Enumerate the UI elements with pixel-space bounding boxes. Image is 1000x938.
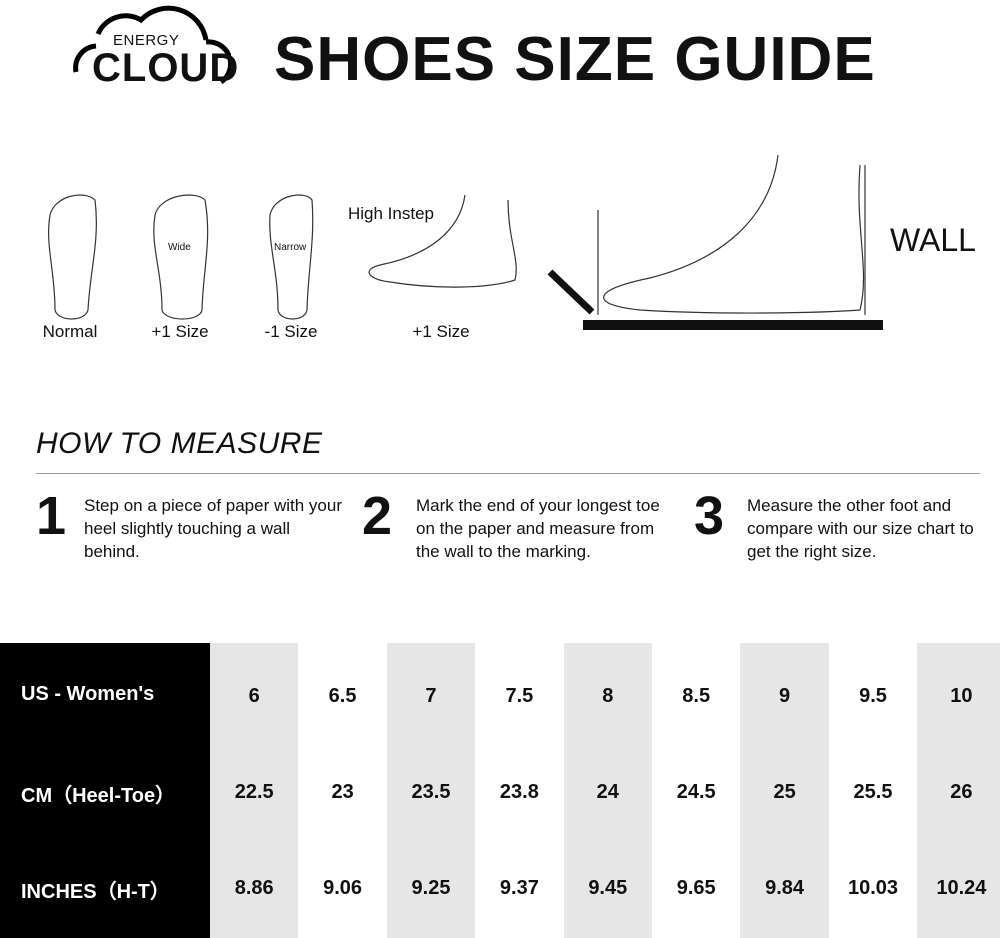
foot-caption-normal: Normal xyxy=(42,322,98,341)
size-cell-us: 9 xyxy=(779,685,791,707)
size-cell-cm: 23.8 xyxy=(499,781,539,803)
logo-cloud-icon xyxy=(73,5,231,85)
size-column: 7 23.5 9.25 xyxy=(386,643,476,938)
size-cell-us: 9.5 xyxy=(859,685,887,707)
step-number: 2 xyxy=(362,486,393,546)
size-column: 6.5 23 9.06 xyxy=(298,643,387,938)
size-cell-in: 10.03 xyxy=(847,877,899,899)
size-cell-us: 8.5 xyxy=(682,685,711,707)
foot-caption-wide: +1 Size xyxy=(151,322,209,341)
size-column: 6 22.5 8.86 xyxy=(210,643,299,938)
size-cell-in: 9.06 xyxy=(323,877,363,899)
foot-wide-icon xyxy=(153,194,209,320)
size-cell-in: 9.45 xyxy=(588,877,628,899)
size-column: 9.5 25.5 10.03 xyxy=(828,643,918,938)
row-header-inches: INCHES（H-T） xyxy=(21,881,170,903)
size-cell-cm: 25.5 xyxy=(853,781,893,803)
size-cell-in: 9.65 xyxy=(676,877,716,899)
size-cell-us: 6 xyxy=(248,685,260,707)
size-column: 8 24 9.45 xyxy=(563,643,652,938)
size-cell-us: 7.5 xyxy=(505,685,534,707)
narrow-note: Narrow xyxy=(274,242,307,253)
foot-normal-icon xyxy=(48,194,97,320)
size-cell-cm: 23.5 xyxy=(411,781,451,803)
size-column: 9 25 9.84 xyxy=(740,643,829,938)
size-column: 8.5 24.5 9.65 xyxy=(652,643,741,938)
size-cell-us: 8 xyxy=(602,685,614,707)
row-header-us: US - Women's xyxy=(21,683,155,705)
size-cell-in: 9.37 xyxy=(499,877,539,899)
high-instep-label: High Instep xyxy=(348,204,434,223)
foot-caption-instep: +1 Size xyxy=(412,322,470,341)
step-text: Mark the end of your longest toe on the … xyxy=(416,496,660,561)
step-text: Measure the other foot and compare with … xyxy=(747,496,974,561)
size-cell-in: 9.84 xyxy=(765,877,805,899)
size-cell-in: 9.25 xyxy=(411,877,451,899)
row-header-column: US - Women's CM（Heel-Toe） INCHES（H-T） xyxy=(0,643,210,938)
size-cell-cm: 23 xyxy=(331,781,354,803)
size-cell-in: 8.86 xyxy=(234,877,274,899)
size-chart-table: US - Women's CM（Heel-Toe） INCHES（H-T） 6 2… xyxy=(0,643,1000,938)
how-to-heading: HOW TO MEASURE xyxy=(36,427,323,460)
size-cell-cm: 24 xyxy=(596,781,619,803)
wide-note: Wide xyxy=(168,242,191,253)
feet-illustration xyxy=(48,154,883,330)
size-column: 10 26 10.24 xyxy=(917,643,1000,938)
step-number: 3 xyxy=(694,486,725,546)
divider xyxy=(36,473,980,474)
size-cell-us: 7 xyxy=(425,685,437,707)
size-cell-cm: 24.5 xyxy=(676,781,716,803)
foot-wall-icon xyxy=(603,154,865,314)
size-cell-cm: 25 xyxy=(773,781,796,803)
size-cell-us: 6.5 xyxy=(328,685,357,707)
row-header-cm: CM（Heel-Toe） xyxy=(21,785,176,807)
logo-cloud-text: CLOUD xyxy=(92,46,240,90)
size-cell-in: 10.24 xyxy=(936,877,987,899)
wall-label: WALL xyxy=(890,222,976,258)
size-cell-us: 10 xyxy=(950,685,973,707)
size-cell-cm: 26 xyxy=(950,781,973,803)
page-title: SHOES SIZE GUIDE xyxy=(274,25,876,94)
step-number: 1 xyxy=(36,486,67,546)
step-text: Step on a piece of paper with your heel … xyxy=(84,496,342,561)
foot-narrow-icon xyxy=(269,194,314,320)
foot-caption-narrow: -1 Size xyxy=(264,322,318,341)
logo-energy-text: ENERGY xyxy=(113,32,180,49)
size-cell-cm: 22.5 xyxy=(234,781,274,803)
foot-instep-icon xyxy=(368,194,517,288)
size-column: 7.5 23.8 9.37 xyxy=(475,643,564,938)
